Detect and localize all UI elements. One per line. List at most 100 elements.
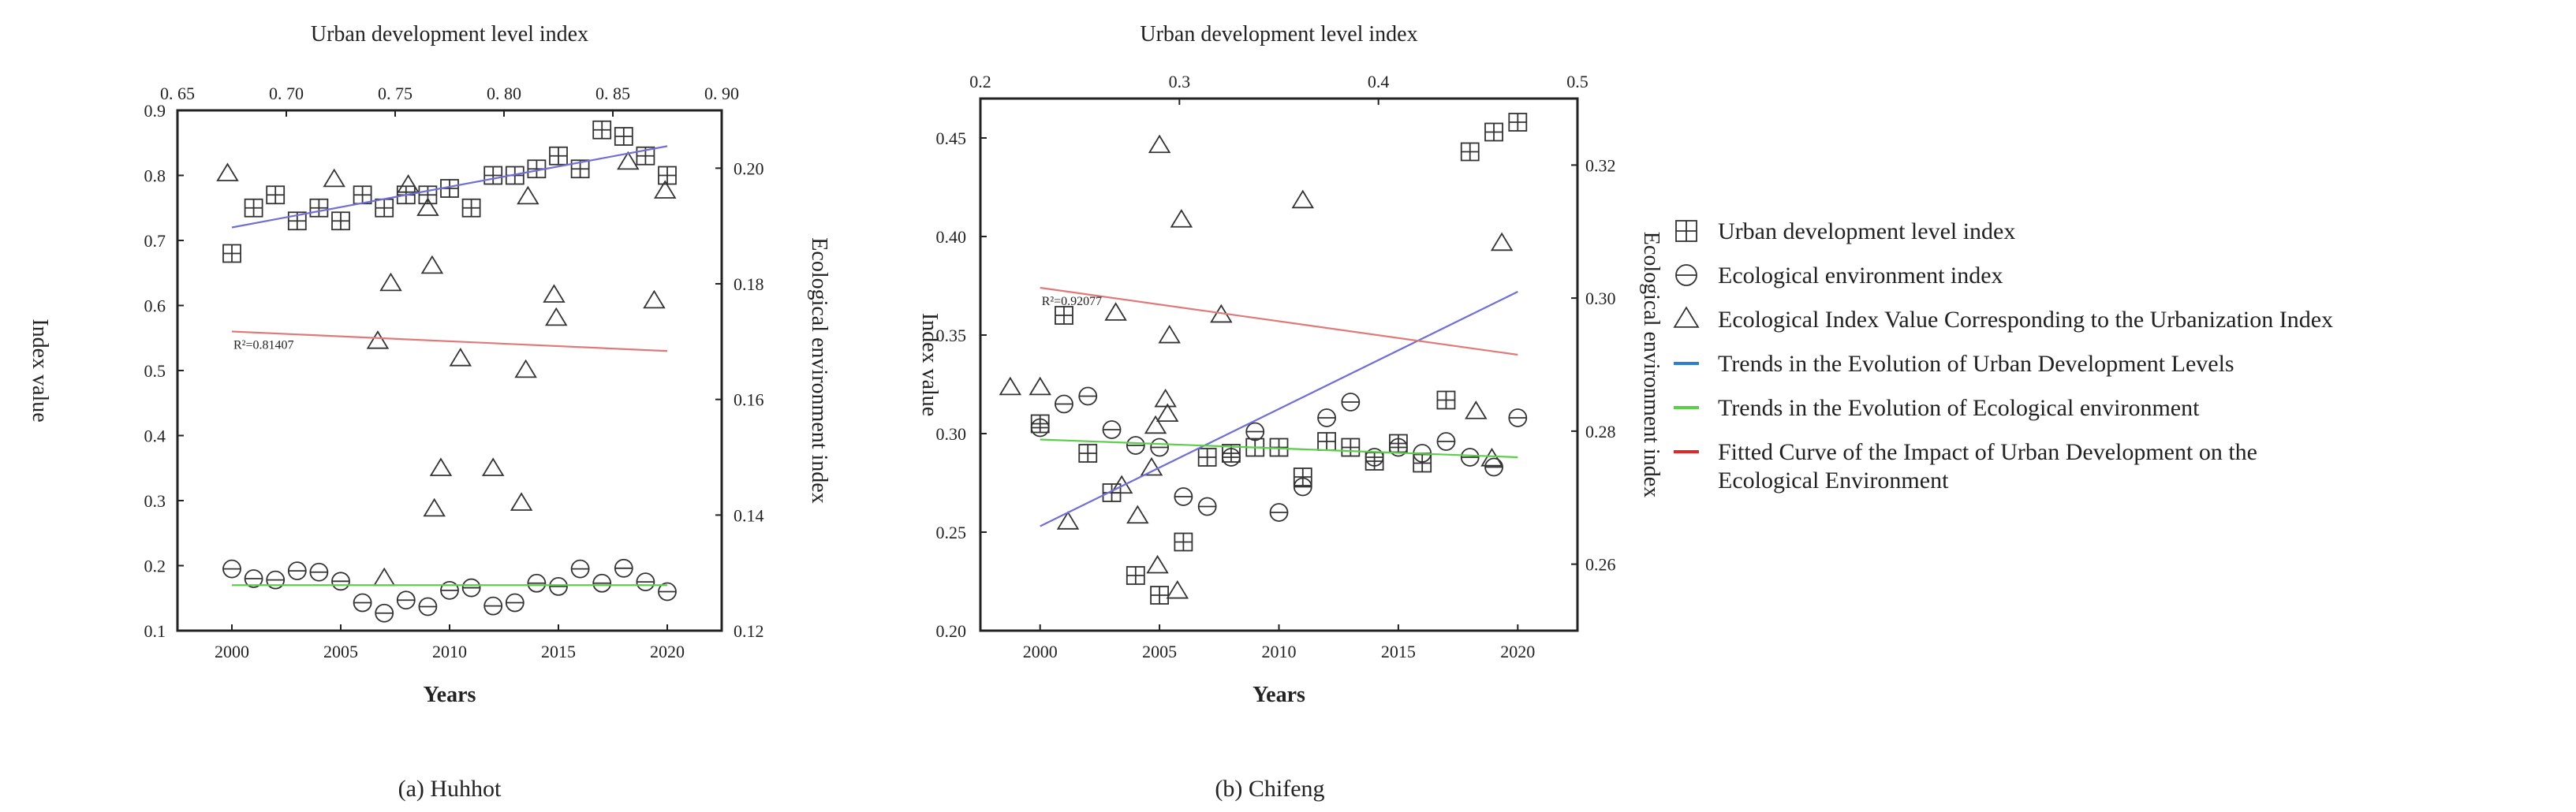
y-axis-label: Index value — [28, 318, 52, 422]
legend-label: Ecological environment index — [1718, 263, 2003, 289]
x-tick-label: 2000 — [1023, 642, 1058, 661]
y2-tick-label: 0.12 — [734, 621, 764, 641]
grid-point — [222, 244, 241, 263]
circle-point — [309, 562, 329, 582]
circle-point — [1150, 438, 1169, 457]
plot-frame — [979, 97, 1579, 632]
x-tick-label: 2010 — [432, 642, 467, 661]
triangle-point — [617, 151, 640, 170]
triangle-point — [1465, 400, 1488, 419]
triangle-point — [1480, 448, 1503, 467]
circle-point — [505, 593, 525, 613]
x2-tick-label: 0. 65 — [160, 84, 195, 103]
y-tick-label: 0.25 — [936, 523, 967, 542]
y-tick-label: 0.3 — [144, 491, 166, 511]
y-axis-label: Index value — [917, 313, 942, 416]
triangle-point — [1110, 475, 1133, 494]
circle-point — [1269, 503, 1289, 522]
circle-point — [483, 596, 503, 616]
r-squared-label: R²=0.92077 — [1042, 295, 1103, 308]
triangle-point — [323, 168, 345, 188]
circle-point — [396, 590, 416, 610]
triangle-point — [544, 307, 568, 326]
circle-point — [1389, 438, 1408, 457]
y-tick-label: 0.2 — [144, 557, 166, 576]
legend-item: Trends in the Evolution of Urban Develop… — [1674, 351, 2234, 377]
grid-point — [1413, 453, 1432, 473]
y-tick-label: 0.30 — [936, 424, 967, 444]
x2-tick-label: 0. 75 — [378, 84, 413, 103]
grid-point — [1317, 432, 1336, 451]
grid-point — [1078, 444, 1098, 463]
legend-circle-swatch — [1675, 264, 1697, 286]
x2-tick-label: 0. 80 — [487, 84, 521, 103]
y2-tick-label: 0.30 — [1585, 289, 1616, 308]
triangle-point — [643, 289, 666, 309]
triangle-point — [1140, 456, 1163, 476]
legend-item: Urban development level index — [1675, 218, 2015, 244]
circle-point — [461, 578, 481, 598]
y-tick-label: 0.40 — [936, 227, 967, 247]
trend-line — [1040, 286, 1518, 356]
legend-item: Ecological Index Value Corresponding to … — [1673, 306, 2333, 333]
triangle-point — [481, 457, 505, 476]
x2-tick-label: 0.2 — [969, 72, 991, 91]
circle-point — [353, 593, 372, 613]
grid-point — [1197, 448, 1217, 467]
circle-point — [1293, 477, 1312, 497]
trend-line — [1040, 291, 1518, 527]
triangle-point — [1029, 376, 1051, 396]
grid-point — [1222, 444, 1241, 463]
legend-label-cont: Ecological Environment — [1718, 467, 1949, 494]
grid-point — [1484, 122, 1503, 142]
grid-point — [244, 198, 263, 218]
grid-point — [1341, 438, 1361, 457]
triangle-point — [999, 376, 1022, 396]
x2-tick-label: 0.4 — [1368, 72, 1390, 91]
x-tick-label: 2020 — [1500, 642, 1535, 661]
triangle-point — [1155, 403, 1179, 423]
grid-point — [1460, 142, 1480, 162]
circle-point — [570, 559, 590, 579]
circle-point — [222, 559, 241, 579]
circle-point — [1197, 497, 1217, 516]
circle-point — [592, 573, 612, 593]
y-tick-label: 0.35 — [936, 326, 967, 345]
triangle-point — [397, 174, 420, 193]
circle-point — [658, 582, 677, 602]
y2-tick-label: 0.20 — [734, 158, 764, 178]
grid-point — [592, 120, 612, 140]
grid-point — [1174, 532, 1193, 552]
y-tick-label: 0.6 — [144, 296, 166, 316]
triangle-point — [420, 255, 444, 274]
grid-point — [461, 198, 481, 218]
y-tick-label: 0.5 — [144, 361, 166, 381]
y2-tick-label: 0.32 — [1585, 155, 1616, 175]
x-tick-label: 2010 — [1262, 642, 1297, 661]
grid-point — [1508, 113, 1528, 132]
circle-point — [549, 577, 568, 596]
triangle-point — [1490, 232, 1514, 251]
x2-tick-label: 0.5 — [1566, 72, 1589, 91]
chart-chifeng: 2000 2005 2010 2015 2020 0.2 0.3 0.4 0.5 0.20 0.25… — [917, 22, 1663, 802]
circle-point — [1436, 432, 1456, 451]
triangle-point — [1158, 324, 1181, 344]
triangle-point — [510, 492, 533, 511]
grid-point — [1436, 390, 1456, 410]
circle-point — [527, 573, 547, 593]
triangle-point — [1154, 388, 1177, 408]
triangle-point — [379, 272, 402, 292]
legend-label: Ecological Index Value Corresponding to … — [1718, 307, 2333, 333]
legend-triangle-swatch — [1673, 306, 1700, 328]
triangle-point — [1146, 554, 1169, 574]
x2-tick-label: 0. 70 — [269, 84, 304, 103]
x-tick-label: 2015 — [541, 642, 576, 661]
circle-point — [1460, 448, 1480, 467]
circle-point — [614, 558, 633, 578]
x-axis-label: Years — [1253, 683, 1305, 707]
grid-point — [375, 198, 394, 218]
circle-point — [440, 580, 459, 600]
circle-point — [636, 572, 655, 592]
circle-point — [1078, 386, 1098, 406]
circle-point — [1341, 393, 1361, 412]
